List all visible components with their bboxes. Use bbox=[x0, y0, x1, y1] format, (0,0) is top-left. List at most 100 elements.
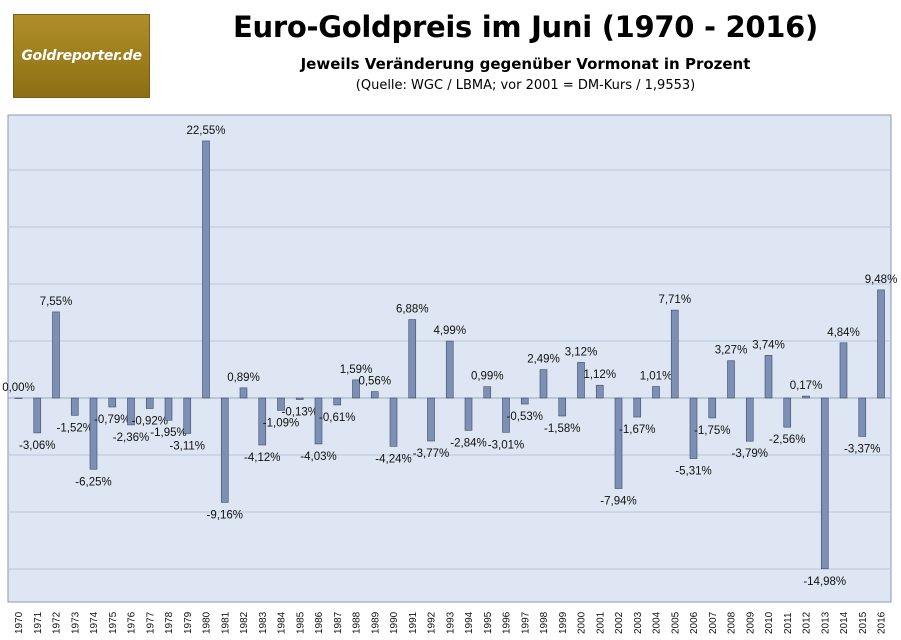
bar bbox=[239, 387, 248, 399]
data-label: 2,49% bbox=[527, 354, 560, 366]
data-label: 1,01% bbox=[640, 370, 673, 382]
bar bbox=[89, 397, 98, 470]
bar bbox=[577, 362, 585, 399]
bar bbox=[314, 397, 323, 445]
data-label: -2,56% bbox=[769, 434, 805, 446]
bar bbox=[820, 397, 829, 570]
data-label: -0,53% bbox=[507, 411, 543, 423]
x-tick-label: 1992 bbox=[427, 611, 438, 634]
data-label: -9,16% bbox=[207, 509, 243, 521]
x-tick-label: 1986 bbox=[314, 611, 325, 634]
data-label: -2,84% bbox=[450, 437, 486, 449]
data-label: -2,36% bbox=[113, 432, 149, 444]
data-label: -3,37% bbox=[844, 443, 880, 455]
x-tick-label: 1993 bbox=[445, 611, 456, 634]
x-tick-label: 2011 bbox=[783, 612, 794, 634]
x-tick-label: 2007 bbox=[708, 611, 719, 634]
x-tick-label: 1991 bbox=[408, 611, 419, 634]
x-tick-label: 2014 bbox=[839, 611, 850, 634]
x-tick-label: 2000 bbox=[577, 611, 588, 634]
x-tick-label: 2010 bbox=[764, 611, 775, 634]
x-tick-label: 1987 bbox=[333, 611, 344, 634]
x-tick-label: 1979 bbox=[183, 611, 194, 634]
chart-subtitle: Jeweils Veränderung gegenüber Vormonat i… bbox=[300, 55, 751, 73]
data-label: -3,79% bbox=[732, 448, 768, 460]
data-label: -1,09% bbox=[263, 417, 299, 429]
x-tick-label: 1998 bbox=[539, 611, 550, 634]
bar bbox=[839, 342, 848, 399]
data-label: -3,77% bbox=[413, 448, 449, 460]
data-label: 6,88% bbox=[396, 304, 429, 316]
bar bbox=[295, 397, 304, 400]
bar bbox=[745, 397, 754, 442]
data-label: -7,94% bbox=[600, 496, 636, 508]
bar bbox=[670, 309, 679, 399]
bar bbox=[483, 386, 492, 399]
x-tick-label: 2015 bbox=[858, 611, 869, 634]
bar bbox=[858, 397, 867, 437]
data-label: -4,24% bbox=[375, 453, 411, 465]
data-label: -0,92% bbox=[132, 415, 168, 427]
x-tick-label: 1994 bbox=[464, 611, 475, 634]
data-label: -4,03% bbox=[300, 451, 336, 463]
x-tick-label: 1982 bbox=[239, 611, 250, 634]
x-tick-label: 1999 bbox=[558, 611, 569, 634]
data-label: 0,56% bbox=[358, 376, 391, 388]
x-tick-label: 1973 bbox=[70, 611, 81, 634]
data-label: 0,00% bbox=[2, 382, 35, 394]
data-label: -3,06% bbox=[19, 440, 55, 452]
bar bbox=[164, 397, 173, 421]
data-label: -5,31% bbox=[675, 466, 711, 478]
chart-source: (Quelle: WGC / LBMA; vor 2001 = DM-Kurs … bbox=[355, 78, 696, 93]
x-tick-label: 2009 bbox=[745, 611, 756, 634]
x-tick-label: 1988 bbox=[352, 611, 363, 634]
x-tick-label: 1997 bbox=[520, 611, 531, 634]
logo: Goldreporter.de bbox=[13, 14, 150, 98]
bar bbox=[633, 397, 642, 418]
data-label: 1,12% bbox=[583, 369, 616, 381]
x-tick-label: 2002 bbox=[614, 611, 625, 634]
x-tick-label: 1977 bbox=[145, 611, 156, 634]
data-label: 1,59% bbox=[340, 364, 373, 376]
x-tick-label: 2008 bbox=[727, 611, 738, 634]
x-tick-label: 2016 bbox=[877, 611, 888, 634]
logo-text: Goldreporter.de bbox=[21, 48, 142, 64]
data-label: 3,12% bbox=[565, 346, 598, 358]
bar bbox=[539, 369, 548, 399]
data-label: -0,61% bbox=[319, 412, 355, 424]
x-tick-label: 2006 bbox=[689, 611, 700, 634]
bar bbox=[783, 397, 792, 428]
bar bbox=[202, 140, 210, 399]
x-tick-label: 1971 bbox=[33, 611, 44, 634]
data-label: 4,84% bbox=[827, 327, 860, 339]
bar bbox=[689, 397, 698, 459]
x-tick-label: 1995 bbox=[483, 611, 494, 634]
x-tick-label: 1989 bbox=[370, 611, 381, 634]
bar bbox=[427, 397, 435, 442]
bar bbox=[464, 397, 473, 431]
data-label: -1,58% bbox=[544, 423, 580, 435]
chart-title: Euro-Goldpreis im Juni (1970 - 2016) bbox=[233, 10, 818, 44]
x-tick-label: 2003 bbox=[633, 611, 644, 634]
data-label: 22,55% bbox=[186, 125, 225, 137]
bar bbox=[877, 289, 885, 399]
bar bbox=[277, 397, 285, 411]
x-tick-label: 2005 bbox=[670, 611, 681, 634]
data-label: -6,25% bbox=[75, 476, 111, 488]
x-tick-label: 1990 bbox=[389, 611, 400, 634]
x-tick-label: 1978 bbox=[164, 611, 175, 634]
x-tick-label: 1975 bbox=[108, 611, 119, 634]
bar bbox=[520, 397, 529, 405]
data-label: -1,52% bbox=[57, 422, 93, 434]
data-label: -1,75% bbox=[694, 425, 730, 437]
bar bbox=[220, 397, 229, 503]
bar bbox=[33, 397, 42, 434]
x-tick-label: 1984 bbox=[277, 611, 288, 634]
x-tick-label: 2001 bbox=[595, 611, 606, 634]
data-label: 0,89% bbox=[227, 372, 260, 384]
data-label: 9,48% bbox=[865, 274, 898, 286]
data-label: 7,55% bbox=[40, 296, 73, 308]
data-label: -0,13% bbox=[282, 406, 318, 418]
bar bbox=[595, 384, 604, 399]
data-label: 0,17% bbox=[790, 380, 823, 392]
